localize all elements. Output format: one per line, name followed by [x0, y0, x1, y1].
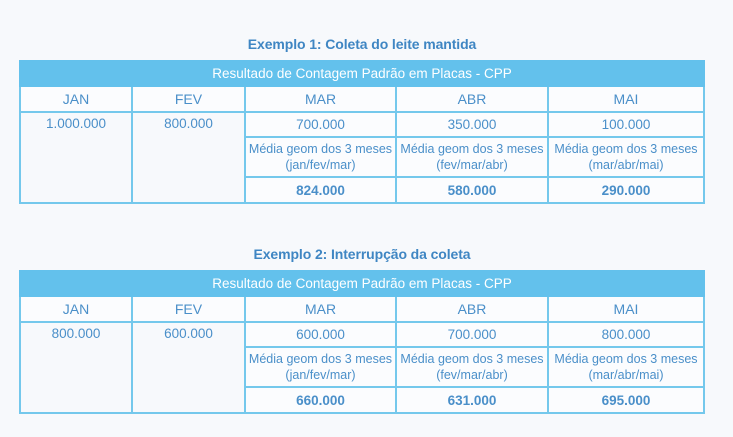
mean-label: Média geom dos 3 meses (fev/mar/abr) [395, 346, 549, 388]
example-1: Exemplo 1: Coleta do leite mantida Resul… [19, 34, 705, 204]
month-header: MAR [244, 295, 397, 323]
month-value: 600.000 [244, 321, 397, 348]
month-value: 800.000 [19, 321, 133, 414]
cpp-table: Resultado de Contagem Padrão em Placas -… [19, 60, 705, 204]
example-2: Exemplo 2: Interrupção da coleta Resulta… [19, 244, 705, 414]
month-header: FEV [131, 85, 246, 113]
month-header: JAN [19, 295, 133, 323]
mean-value: 824.000 [244, 176, 397, 204]
mean-label: Média geom dos 3 meses (mar/abr/mai) [547, 346, 705, 388]
month-value: 700.000 [244, 111, 397, 138]
month-value: 800.000 [131, 111, 246, 204]
month-value: 600.000 [131, 321, 246, 414]
mean-label: Média geom dos 3 meses (fev/mar/abr) [395, 136, 549, 178]
month-header: FEV [131, 295, 246, 323]
mean-label: Média geom dos 3 meses (mar/abr/mai) [547, 136, 705, 178]
month-header: ABR [395, 295, 549, 323]
example-title: Exemplo 1: Coleta do leite mantida [247, 36, 477, 52]
month-header: MAR [244, 85, 397, 113]
month-value: 350.000 [395, 111, 549, 138]
mean-label: Média geom dos 3 meses (jan/fev/mar) [244, 136, 397, 178]
mean-value: 580.000 [395, 176, 549, 204]
month-header: ABR [395, 85, 549, 113]
mean-value: 290.000 [547, 176, 705, 204]
table-band-header: Resultado de Contagem Padrão em Placas -… [19, 60, 705, 87]
table-band-header: Resultado de Contagem Padrão em Placas -… [19, 270, 705, 297]
month-value: 700.000 [395, 321, 549, 348]
mean-label: Média geom dos 3 meses (jan/fev/mar) [244, 346, 397, 388]
mean-value: 631.000 [395, 386, 549, 414]
month-header: MAI [547, 295, 705, 323]
month-header: MAI [547, 85, 705, 113]
month-value: 100.000 [547, 111, 705, 138]
cpp-table: Resultado de Contagem Padrão em Placas -… [19, 270, 705, 414]
example-title: Exemplo 2: Interrupção da coleta [253, 246, 471, 262]
mean-value: 695.000 [547, 386, 705, 414]
mean-value: 660.000 [244, 386, 397, 414]
month-header: JAN [19, 85, 133, 113]
month-value: 1.000.000 [19, 111, 133, 204]
month-value: 800.000 [547, 321, 705, 348]
